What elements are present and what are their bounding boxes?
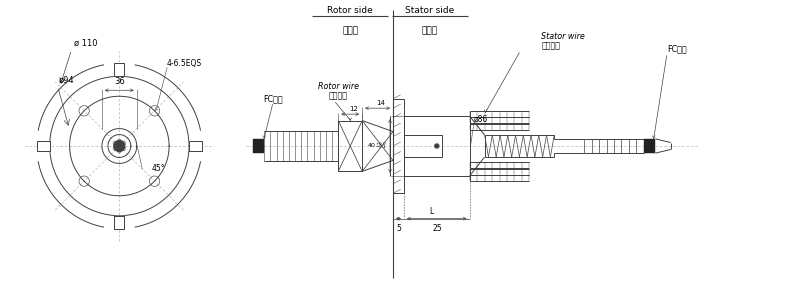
Text: FC接头: FC接头 — [262, 94, 282, 103]
Circle shape — [435, 144, 439, 148]
Text: Stator wire: Stator wire — [542, 33, 585, 42]
Text: 5: 5 — [396, 223, 401, 233]
Text: 定子出线: 定子出线 — [542, 41, 560, 50]
Text: FC接头: FC接头 — [667, 45, 686, 54]
Polygon shape — [114, 216, 124, 229]
Bar — [644, 139, 655, 153]
Text: 4-6.5EQS: 4-6.5EQS — [167, 59, 202, 68]
Text: 14: 14 — [377, 100, 386, 106]
Circle shape — [114, 141, 125, 152]
Bar — [338, 120, 362, 171]
Text: ø86: ø86 — [474, 115, 488, 124]
Text: 45°: 45° — [151, 164, 165, 173]
Polygon shape — [189, 141, 202, 151]
Text: 25: 25 — [432, 223, 442, 233]
Text: 转子边: 转子边 — [342, 26, 358, 36]
Text: 定子边: 定子边 — [422, 26, 438, 36]
Text: Rotor side: Rotor side — [327, 6, 373, 15]
Bar — [393, 99, 404, 193]
Bar — [404, 134, 442, 157]
Text: 12: 12 — [350, 106, 358, 112]
Text: ø 110: ø 110 — [74, 38, 97, 47]
Text: 转子出线: 转子出线 — [329, 91, 348, 100]
Polygon shape — [37, 141, 50, 151]
Text: 40$^{+0.0}_{-0.1}$: 40$^{+0.0}_{-0.1}$ — [366, 141, 387, 151]
Polygon shape — [114, 63, 124, 76]
Text: L: L — [430, 207, 434, 216]
Text: Stator side: Stator side — [406, 6, 454, 15]
Text: ø94: ø94 — [58, 75, 74, 84]
Bar — [253, 139, 264, 153]
Text: Rotor wire: Rotor wire — [318, 82, 358, 91]
Bar — [404, 116, 470, 176]
Text: 36: 36 — [114, 77, 125, 86]
